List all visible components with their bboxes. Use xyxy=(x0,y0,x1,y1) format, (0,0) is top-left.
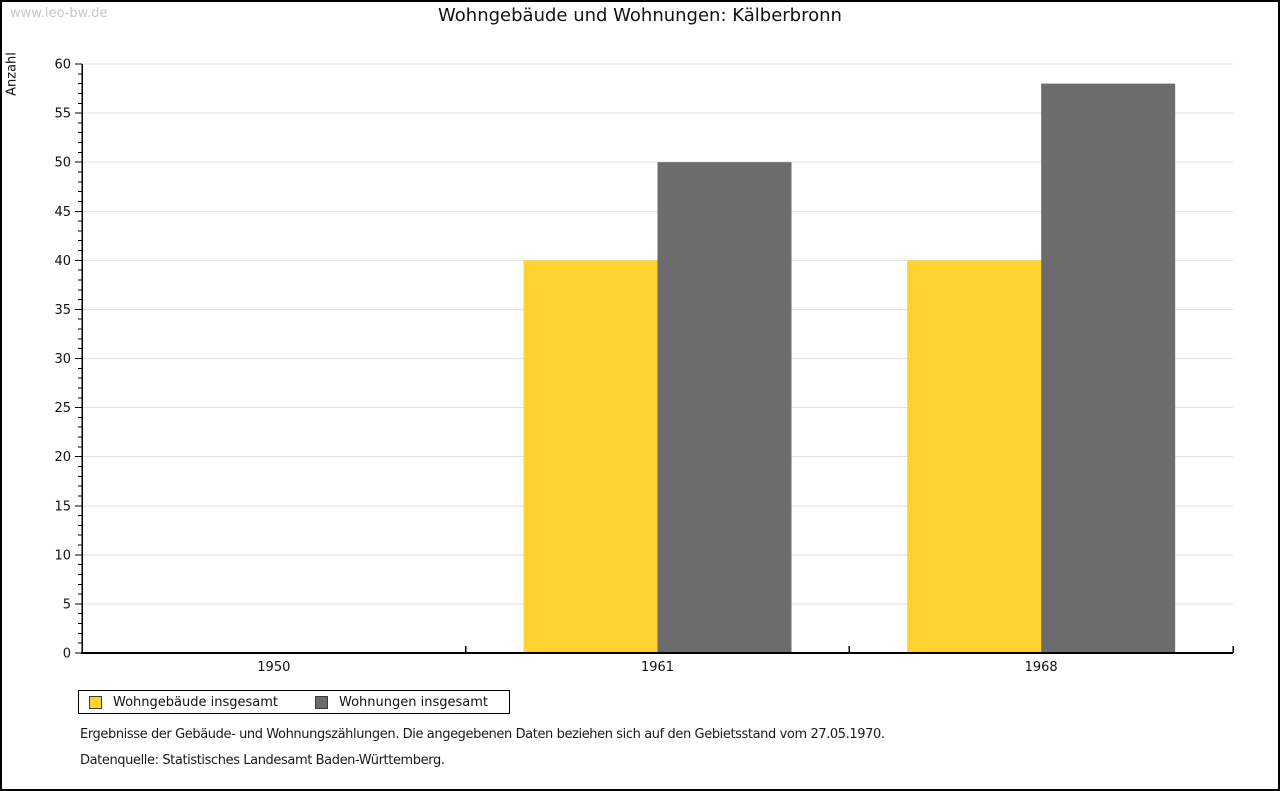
y-tick-label: 45 xyxy=(54,205,71,220)
bar-segment xyxy=(1041,83,1176,654)
legend-label: Wohnungen insgesamt xyxy=(339,694,488,710)
y-tick-label: 15 xyxy=(54,499,71,514)
y-tick-label: 25 xyxy=(54,401,71,416)
y-tick-label: 60 xyxy=(54,58,71,73)
y-tick-label: 30 xyxy=(54,352,71,367)
legend-item: Wohngebäude insgesamt xyxy=(89,695,278,710)
bar-chart-plot: 0 5 10 15 20 25 30 35 40 45 50 55 60 1950 1961 1968 xyxy=(54,58,1234,675)
x-tick-label: 1961 xyxy=(641,660,674,675)
y-tick-label: 35 xyxy=(54,303,71,318)
legend-label: Wohngebäude insgesamt xyxy=(113,694,278,710)
bar-segment xyxy=(907,260,1042,653)
bar-segment xyxy=(523,260,658,653)
footnote-line-2: Datenquelle: Statistisches Landesamt Bad… xyxy=(80,753,445,768)
legend-swatch xyxy=(89,695,102,709)
y-tick-label: 10 xyxy=(54,548,71,563)
x-tick-label: 1950 xyxy=(257,660,290,675)
bar-segment xyxy=(657,162,792,653)
y-tick-label: 0 xyxy=(63,647,71,662)
legend-swatch xyxy=(315,695,328,709)
chart-legend: Wohngebäude insgesamt Wohnungen insgesamt xyxy=(78,690,510,714)
y-tick-label: 5 xyxy=(63,597,71,612)
x-tick-label: 1968 xyxy=(1025,660,1058,675)
y-tick-label: 40 xyxy=(54,254,71,269)
y-tick-label: 20 xyxy=(54,450,71,465)
watermark-url: www.leo-bw.de xyxy=(10,6,108,21)
legend-item: Wohnungen insgesamt xyxy=(315,695,488,710)
footnote-line-1: Ergebnisse der Gebäude- und Wohnungszähl… xyxy=(80,727,885,742)
chart-title: Wohngebäude und Wohnungen: Kälberbronn xyxy=(438,5,842,26)
y-tick-label: 55 xyxy=(54,107,71,122)
y-tick-label: 50 xyxy=(54,156,71,171)
